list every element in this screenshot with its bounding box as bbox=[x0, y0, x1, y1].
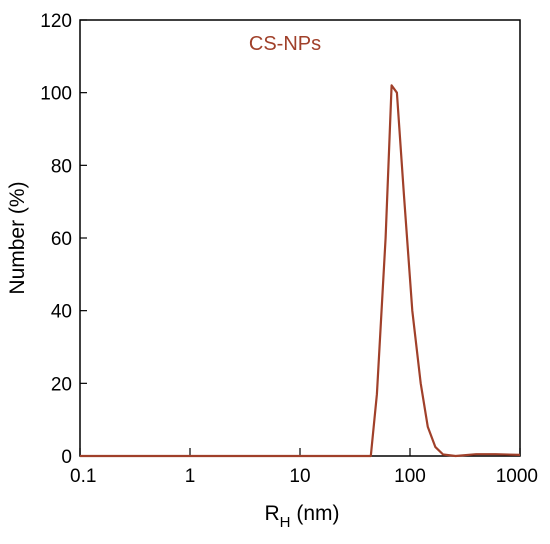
plot-frame bbox=[79, 19, 521, 457]
x-axis-title-sub: H bbox=[280, 514, 291, 531]
x-axis-title-main: R bbox=[264, 502, 279, 525]
y-tick-label: 60 bbox=[51, 229, 72, 250]
y-tick-label: 20 bbox=[51, 374, 72, 395]
x-tick-label: 0.1 bbox=[70, 466, 96, 487]
y-tick-label: 80 bbox=[51, 156, 72, 177]
legend-label-cs-nps: CS-NPs bbox=[249, 33, 321, 55]
y-axis-title: Number (%) bbox=[6, 181, 29, 294]
y-tick-label: 0 bbox=[61, 447, 72, 468]
x-tick-label: 1000 bbox=[496, 466, 538, 487]
x-tick-label: 100 bbox=[394, 466, 426, 487]
y-tick-label: 100 bbox=[40, 84, 72, 105]
x-axis-title-unit: (nm) bbox=[291, 502, 340, 525]
x-tick-label: 10 bbox=[289, 466, 310, 487]
y-tick-label: 120 bbox=[40, 11, 72, 32]
y-tick-label: 40 bbox=[51, 302, 72, 323]
x-axis: 0.1 1 10 100 1000 bbox=[70, 448, 538, 487]
x-axis-title: RH (nm) bbox=[264, 502, 339, 531]
y-axis: 0 20 40 60 80 100 120 bbox=[40, 11, 87, 468]
x-tick-label: 1 bbox=[185, 466, 196, 487]
series-line-cs-nps bbox=[80, 84, 521, 458]
